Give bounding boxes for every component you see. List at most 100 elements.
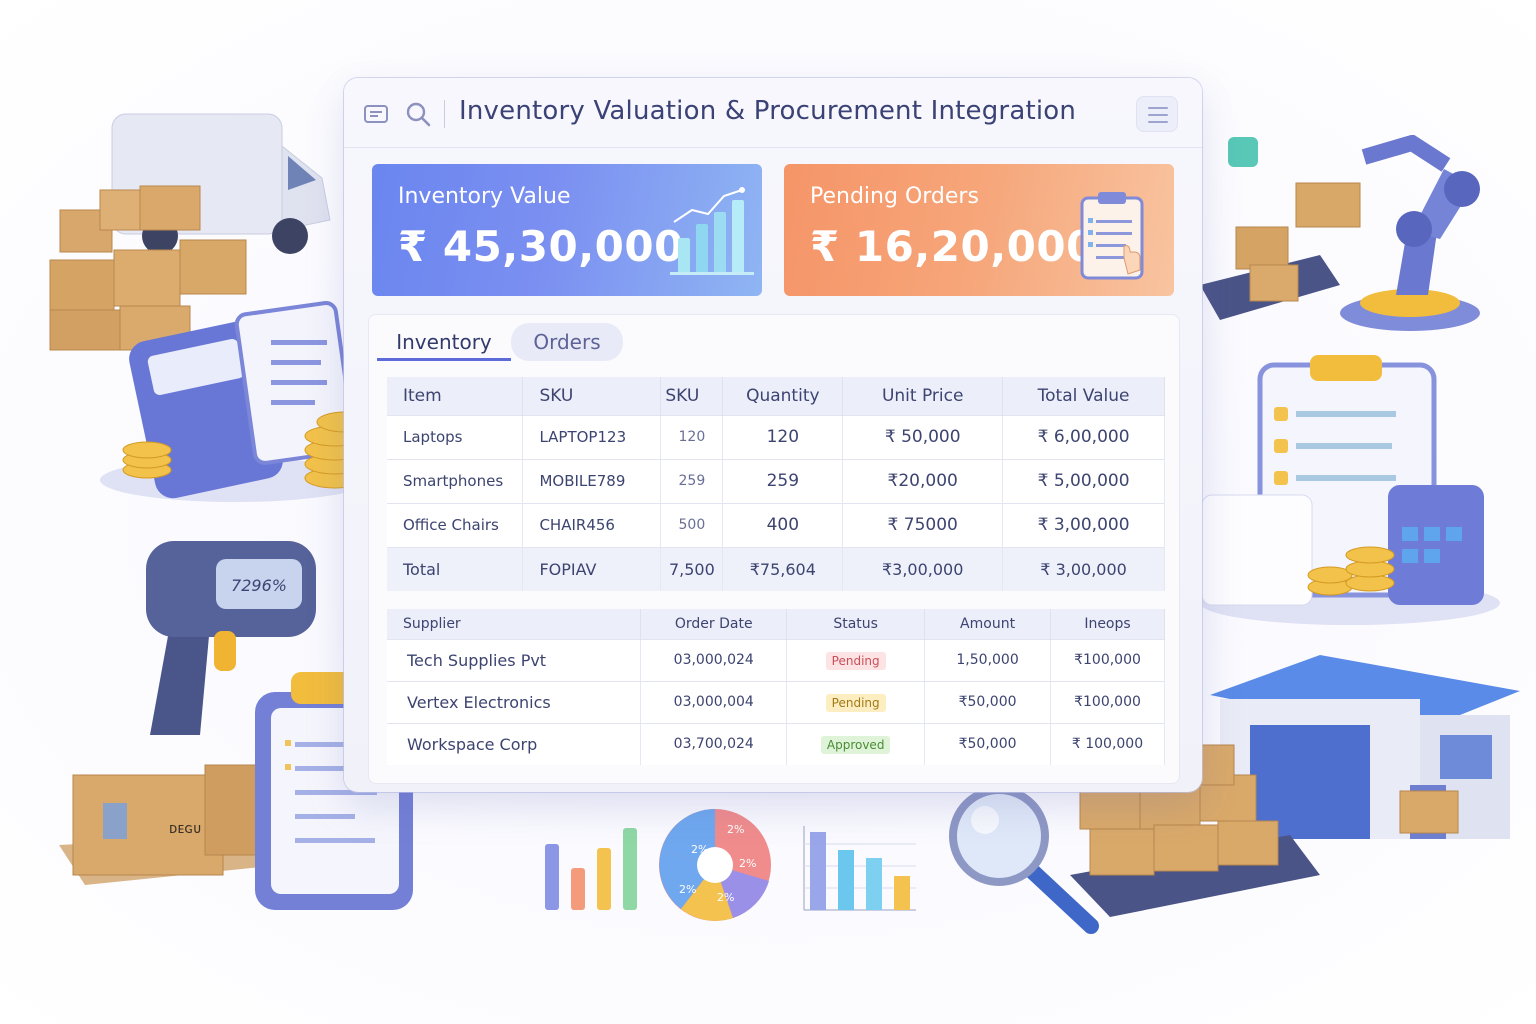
cell-ineops: ₹100,000 [1050,638,1165,681]
column-header[interactable]: Amount [924,609,1052,639]
title-separator [444,100,445,128]
robotic-arm-illustration [1200,135,1480,331]
column-header[interactable]: Total Value [1002,377,1165,415]
cell-item: Laptops [387,414,524,459]
orders-table: Supplier Order Date Status Amount Ineops… [387,609,1165,765]
cell-sku: LAPTOP123 [522,414,662,459]
cell-total-quantity: 7,500 [660,546,724,591]
cell-total-value: ₹ 3,00,000 [1002,546,1165,591]
pending-orders-label: Pending Orders [810,184,979,209]
column-header[interactable]: Ineops [1050,609,1165,639]
cell-total-value: ₹ 6,00,000 [1002,414,1165,459]
sidebar-toggle-icon[interactable] [362,100,390,128]
status-badge: Pending [825,694,886,712]
cell-total-label: Total [387,546,524,591]
column-header[interactable]: SKU [660,377,724,415]
cell-total-value: ₹ 3,00,000 [1002,502,1165,547]
column-header[interactable]: Quantity [722,377,844,415]
cell-total-price: ₹3,00,000 [842,546,1004,591]
table-row[interactable]: Smartphones MOBILE789 259 259 ₹20,000 ₹ … [387,458,1165,503]
tab-orders[interactable]: Orders [511,323,623,361]
table-total-row: Total FOPIAV 7,500 ₹75,604 ₹3,00,000 ₹ 3… [387,546,1165,591]
pie-label: 2% [739,857,756,870]
cell-supplier: Vertex Electronics [387,680,642,723]
status-badge: Approved [820,736,891,755]
cell-item: Office Chairs [387,502,524,547]
cell-unit-price: ₹ 75000 [842,502,1004,547]
inventory-value-label: Inventory Value [398,184,571,209]
pending-orders-amount: ₹ 16,20,000 [810,222,1096,271]
dashboard-window: Inventory Valuation & Procurement Integr… [344,78,1202,792]
column-header[interactable]: Supplier [387,609,642,639]
search-icon[interactable] [404,100,432,128]
delivery-van-illustration [49,113,331,351]
inventory-value-card[interactable]: Inventory Value ₹ 45,30,000 [372,164,762,296]
cell-ineops: ₹ 100,000 [1050,722,1165,765]
cell-total-sku: FOPIAV [522,546,662,591]
inventory-value-amount: ₹ 45,30,000 [398,222,684,271]
cell-order-date: 03,000,024 [640,638,788,681]
pie-label: 2% [717,891,734,904]
table-row[interactable]: Vertex Electronics 03,000,004 Pending ₹5… [387,680,1165,723]
bar-chart-icon [670,187,754,275]
magnifier-illustration [949,786,1099,934]
title-bar: Inventory Valuation & Procurement Integr… [344,78,1202,148]
cell-supplier: Workspace Corp [387,722,642,765]
cell-quantity: 259 [722,458,844,503]
clipboard-icon [1080,192,1144,280]
box-label-text: ᴅᴇɢᴜ [169,821,201,837]
barcode-scanner-illustration: 7296% [146,541,316,735]
table-row[interactable]: Tech Supplies Pvt 03,000,024 Pending 1,5… [387,638,1165,681]
table-row[interactable]: Office Chairs CHAIR456 500 400 ₹ 75000 ₹… [387,502,1165,547]
column-header[interactable]: Item [387,377,524,415]
table-row[interactable]: Workspace Corp 03,700,024 Approved ₹50,0… [387,722,1165,765]
cell-supplier: Tech Supplies Pvt [387,638,642,681]
bottom-bar-chart-deco [545,828,637,910]
cell-sku: MOBILE789 [522,458,662,503]
tab-inventory[interactable]: Inventory [377,323,511,361]
table-row[interactable]: Laptops LAPTOP123 120 120 ₹ 50,000 ₹ 6,0… [387,414,1165,459]
cell-sku: CHAIR456 [522,502,662,547]
cell-amount: 1,50,000 [924,638,1052,681]
menu-line-icon [1148,114,1168,116]
menu-line-icon [1148,121,1168,123]
pie-label: 2% [727,823,744,836]
pending-orders-card[interactable]: Pending Orders ₹ 16,20,000 [784,164,1174,296]
cell-amount: ₹50,000 [924,722,1052,765]
cell-ineops: ₹100,000 [1050,680,1165,723]
checklist-illustration [1200,355,1500,625]
warehouse-illustration [1070,655,1520,917]
page-title: Inventory Valuation & Procurement Integr… [459,96,1077,126]
hamburger-menu-button[interactable] [1136,96,1178,132]
cell-amount: ₹50,000 [924,680,1052,723]
bottom-column-chart-deco [803,826,916,911]
cell-total-unit: ₹75,604 [722,546,844,591]
cell-order-date: 03,700,024 [640,722,788,765]
table-header-row: Item SKU SKU Quantity Unit Price Total V… [387,377,1165,415]
cell-quantity: 120 [722,414,844,459]
cell-sku-count: 120 [660,414,724,459]
cell-unit-price: ₹20,000 [842,458,1004,503]
cell-item: Smartphones [387,458,524,503]
data-panel: Inventory Orders Item SKU SKU Quantity U… [368,314,1180,784]
pie-label: 2% [691,843,708,856]
cell-sku-count: 500 [660,502,724,547]
inventory-table: Item SKU SKU Quantity Unit Price Total V… [387,377,1165,591]
column-header[interactable]: SKU [522,377,662,415]
bottom-pie-chart-deco: 2% 2% 2% 2% 2% [659,809,771,921]
table-header-row: Supplier Order Date Status Amount Ineops [387,609,1165,639]
column-header[interactable]: Status [786,609,926,639]
column-header[interactable]: Order Date [640,609,788,639]
column-header[interactable]: Unit Price [842,377,1004,415]
cell-order-date: 03,000,004 [640,680,788,723]
cell-unit-price: ₹ 50,000 [842,414,1004,459]
cell-quantity: 400 [722,502,844,547]
status-badge: Pending [825,652,886,670]
cell-total-value: ₹ 5,00,000 [1002,458,1165,503]
cell-sku-count: 259 [660,458,724,503]
calculator-illustration [100,301,374,502]
menu-line-icon [1148,107,1168,109]
scanner-display-text: 7296% [231,576,287,595]
pie-label: 2% [679,883,696,896]
